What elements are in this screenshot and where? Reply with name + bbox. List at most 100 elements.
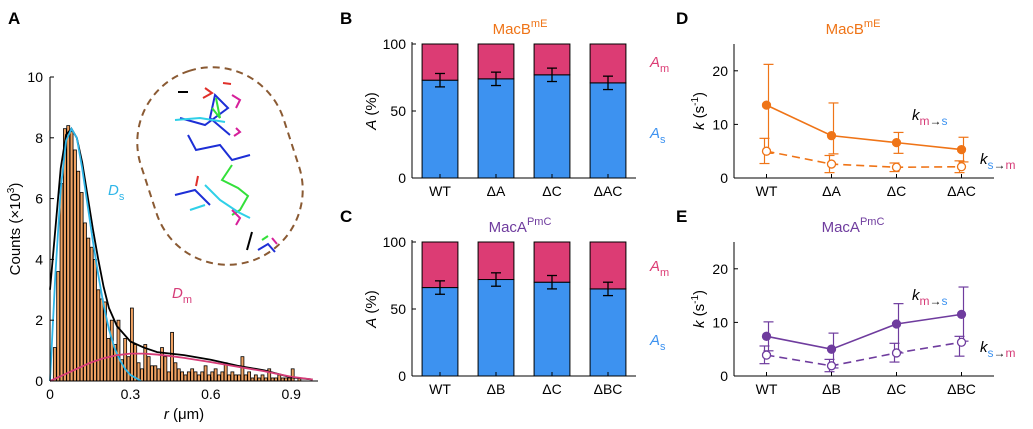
histogram-bar [260, 374, 265, 382]
label-base: k [912, 287, 921, 304]
title-superscript: mE [531, 18, 548, 30]
y-tick-label: 50 [390, 103, 406, 119]
fit-curve-d-m [49, 352, 313, 382]
category-label: ΔAC [947, 183, 976, 199]
category-label: ΔBC [594, 381, 623, 397]
y-label-text: Counts (×10 [7, 193, 24, 275]
series-line-ksm [766, 341, 962, 367]
histogram-bar [277, 374, 282, 382]
label-subscript: m [183, 294, 192, 306]
data-point-filled [761, 100, 772, 110]
label-sub-from: s [988, 158, 994, 172]
histogram-bar [220, 371, 225, 382]
y-label-close: ) [7, 183, 24, 188]
x-axis-label: r (μm) [164, 406, 204, 423]
y-label-close: ) [691, 290, 708, 295]
histogram-bar [133, 344, 138, 382]
label-subscript: m [660, 267, 669, 279]
trajectory [211, 97, 221, 119]
histogram-bar [86, 237, 91, 382]
histogram-bar [99, 298, 104, 382]
category-label: ΔC [542, 183, 561, 199]
trajectory [231, 94, 242, 109]
bar-segment-as [477, 78, 515, 179]
label-subscript: s [119, 191, 125, 203]
category-label: ΔA [487, 183, 506, 199]
category-label: WT [756, 183, 778, 199]
histogram-bar [247, 371, 251, 382]
y-label-variable: k [691, 121, 708, 130]
label-sub-from: m [920, 114, 930, 128]
panel-title: MacAPmC [822, 216, 885, 236]
histogram-bar [96, 289, 101, 382]
label-base: A [649, 332, 660, 349]
rate-label: km→s [912, 107, 948, 128]
y-tick-label: 0 [398, 368, 406, 384]
cell-schematic [136, 66, 304, 266]
label-base: A [649, 54, 660, 71]
data-point-open [891, 348, 902, 358]
trajectory [231, 209, 242, 226]
title-base: MacB [826, 21, 864, 38]
y-axis-label: A (%) [363, 290, 380, 329]
histogram-bar [129, 307, 134, 382]
label-subscript: s [660, 341, 666, 353]
trajectory [189, 204, 206, 211]
label-base: k [980, 339, 989, 356]
y-label-unit: (%) [363, 92, 380, 120]
bar-segment-as [589, 82, 627, 179]
histogram-bar [146, 356, 151, 382]
label-sub-to: s [942, 294, 948, 308]
y-tick-label: 8 [35, 130, 43, 146]
category-label: ΔC [542, 381, 561, 397]
histogram-bar [89, 246, 94, 382]
category-label: WT [756, 381, 778, 397]
histogram-bar [253, 374, 258, 382]
data-point-filled [826, 131, 837, 141]
histogram-bar [56, 271, 61, 382]
histogram-bar [66, 125, 71, 382]
histogram-bar [153, 365, 158, 382]
series-label: Ds [108, 182, 125, 203]
series-label: Am [649, 54, 669, 75]
label-glyph: → [930, 294, 942, 308]
histogram-bar [203, 365, 208, 382]
category-label: ΔB [487, 381, 506, 397]
data-point-filled [956, 144, 967, 155]
panel-letter: C [340, 207, 352, 226]
histogram-bar [217, 374, 221, 382]
histogram-bar [126, 356, 131, 382]
label-glyph: → [994, 158, 1006, 172]
trajectory [220, 164, 250, 216]
bar-segment-as [421, 79, 459, 179]
label-base: D [108, 182, 119, 199]
y-label-unit: (%) [363, 290, 380, 318]
bar-segment-as [533, 281, 571, 377]
histogram-bar [230, 371, 235, 382]
title-base: MacA [489, 219, 527, 236]
trajectory [179, 92, 231, 136]
y-tick-label: 0 [398, 170, 406, 186]
panel-title: MacBmE [826, 18, 881, 38]
histogram-bar [150, 365, 154, 382]
category-label: WT [429, 183, 451, 199]
y-tick-label: 0 [35, 373, 43, 389]
histogram-bar [173, 362, 178, 382]
y-axis-label: k (s-1) [690, 290, 708, 328]
category-label: ΔB [822, 381, 841, 397]
data-point-open [956, 337, 967, 347]
histogram-bar [156, 368, 161, 382]
y-label-variable: k [691, 319, 708, 328]
histogram-bar [193, 371, 198, 382]
label-subscript: s [660, 134, 666, 146]
panel-title: MacBmE [493, 18, 548, 38]
histogram-bar [196, 374, 201, 382]
y-axis-label: A (%) [363, 92, 380, 131]
category-label: ΔC [887, 183, 906, 199]
panel-letter: B [340, 9, 352, 28]
histogram-bar [183, 374, 188, 382]
series-line-kms [766, 313, 962, 351]
histogram-bar [83, 222, 87, 382]
histogram-bar [52, 347, 57, 382]
